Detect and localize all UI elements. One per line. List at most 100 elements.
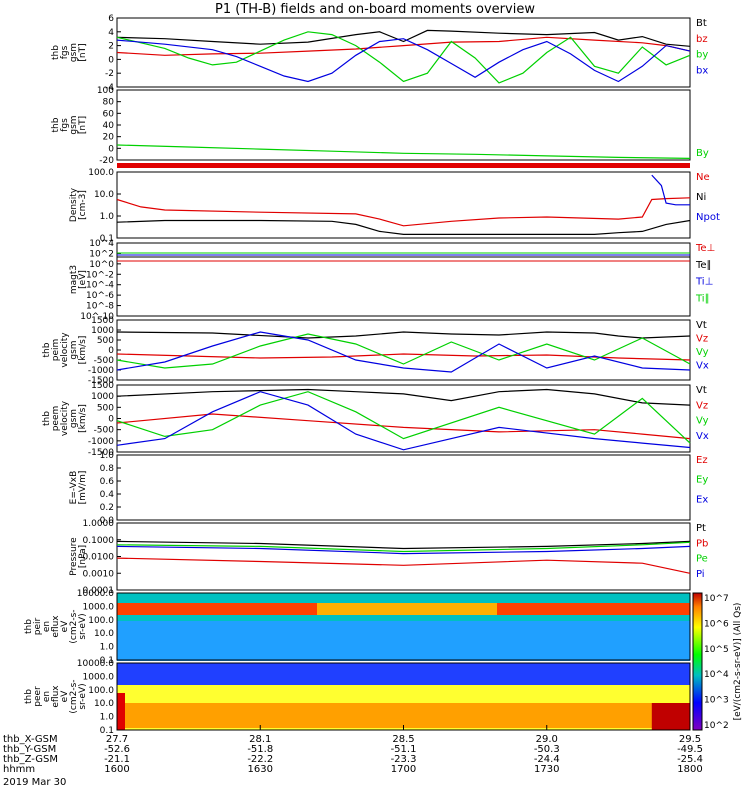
legend-entry: Pi xyxy=(696,569,705,580)
x-axis-row-label: thb_X-GSM xyxy=(3,734,58,745)
y-axis-label: velocity xyxy=(60,400,70,436)
peir-spectrogram-frame xyxy=(116,592,691,661)
y-tick-label: 10000.0 xyxy=(77,659,114,669)
y-tick-label: 10^0 xyxy=(89,260,114,270)
y-axis-label: [km/s] xyxy=(78,336,88,365)
y-tick-label: 1500 xyxy=(91,381,114,391)
series-line xyxy=(116,353,691,361)
legend-entry: Ex xyxy=(696,494,708,505)
y-tick-label: 1.0 xyxy=(100,451,115,461)
pressure-panel-frame xyxy=(116,522,691,591)
x-axis-value: 1700 xyxy=(391,764,416,775)
colorbar-tick: 10^4 xyxy=(704,670,729,680)
date-label: 2019 Mar 30 xyxy=(3,777,66,788)
y-tick-label: 0.8 xyxy=(100,464,115,474)
y-tick-label: 10^-8 xyxy=(86,302,114,312)
y-axis-label: thb xyxy=(42,411,52,426)
y-tick-label: 80 xyxy=(103,98,115,108)
y-axis-label: [cm-3] xyxy=(78,190,88,220)
y-tick-label: 0.0001 xyxy=(83,586,115,596)
y-tick-label: -1500 xyxy=(88,376,114,386)
x-axis-value: -51.1 xyxy=(391,744,417,755)
y-tick-label: 1.0 xyxy=(100,643,115,653)
x-axis-value: 1800 xyxy=(677,764,702,775)
y-tick-label: 10^-10 xyxy=(80,312,114,322)
x-axis-value: -22.2 xyxy=(247,754,273,765)
y-tick-label: 1000.0 xyxy=(83,602,115,612)
legend-entry: Vx xyxy=(696,431,709,442)
series-line xyxy=(116,545,691,555)
x-axis-value: -52.6 xyxy=(104,744,130,755)
y-axis-label: peem xyxy=(51,406,61,432)
y-tick-label: 0.6 xyxy=(100,477,115,487)
legend-entry: Vz xyxy=(696,334,708,345)
y-tick-label: -4 xyxy=(105,83,114,93)
y-axis-label: thb xyxy=(51,117,61,132)
y-tick-label: 1.0 xyxy=(100,212,115,222)
legend-entry: Vz xyxy=(696,400,708,411)
y-axis-label: Density xyxy=(69,187,79,222)
y-tick-label: 1000.0 xyxy=(83,672,115,682)
y-tick-label: 0.1 xyxy=(100,726,114,736)
y-axis-label: [eV] xyxy=(78,270,88,289)
efield-panel-frame xyxy=(116,454,691,521)
x-axis-value: 1600 xyxy=(104,764,129,775)
x-axis-value: 29.0 xyxy=(536,734,558,745)
y-tick-label: 1.0 xyxy=(100,713,115,723)
x-axis-value: -51.8 xyxy=(247,744,273,755)
y-tick-label: 0 xyxy=(108,415,114,425)
legend-entry: bx xyxy=(696,65,708,76)
series-line xyxy=(116,144,691,159)
x-axis-row-label: thb_Z-GSM xyxy=(3,754,58,765)
y-tick-label: 0.0010 xyxy=(83,569,115,579)
colorbar-tick: 10^5 xyxy=(704,645,729,655)
x-axis-value: -21.1 xyxy=(104,754,130,765)
y-axis-label: eflux xyxy=(51,615,61,638)
y-tick-label: 10.0 xyxy=(94,699,114,709)
x-axis-value: -50.3 xyxy=(534,744,560,755)
y-axis-label: magt3 xyxy=(69,265,79,294)
legend-entry: Ey xyxy=(696,475,708,486)
x-axis-row-label: hhmm xyxy=(3,764,35,775)
x-axis-value: 1630 xyxy=(248,764,273,775)
y-axis-label: sr-eV) xyxy=(78,613,88,639)
x-axis-value: 1730 xyxy=(534,764,559,775)
y-tick-label: 1000 xyxy=(91,392,114,402)
legend-entry: Te⊥ xyxy=(695,243,715,254)
legend-entry: By xyxy=(696,148,709,159)
legend-entry: Ti∥ xyxy=(695,293,710,304)
electron-energy-band xyxy=(651,703,690,730)
ion-energy-band xyxy=(117,621,690,661)
y-tick-label: 0.0 xyxy=(100,516,115,526)
y-axis-label: thb xyxy=(42,342,52,357)
legend-entry: bz xyxy=(696,34,708,45)
y-axis-label: eflux xyxy=(51,685,61,708)
legend-entry: Npot xyxy=(696,212,720,223)
y-tick-label: 0.2 xyxy=(100,503,114,513)
series-line xyxy=(116,391,691,451)
series-line xyxy=(116,413,691,440)
y-tick-label: -500 xyxy=(94,356,115,366)
legend-entry: Vy xyxy=(696,416,709,427)
chart-title: P1 (TH-B) fields and on-board moments ov… xyxy=(215,2,535,17)
legend-entry: by xyxy=(696,50,708,61)
colorbar-tick: 10^6 xyxy=(704,619,729,629)
x-axis-value: -23.3 xyxy=(391,754,417,765)
x-axis-value: -49.5 xyxy=(677,744,703,755)
fgs-bt-panel-frame xyxy=(116,17,691,88)
x-axis-value: 27.7 xyxy=(106,734,128,745)
series-line xyxy=(116,541,691,553)
legend-entry: Vt xyxy=(696,385,707,396)
series-line xyxy=(116,36,691,56)
y-tick-label: 1500 xyxy=(91,316,114,326)
y-tick-label: 10.0 xyxy=(94,629,114,639)
y-tick-label: 10.0 xyxy=(94,190,114,200)
series-line xyxy=(116,391,691,444)
colorbar-tick: 10^2 xyxy=(704,721,729,731)
y-tick-label: -1000 xyxy=(88,437,114,447)
y-tick-label: -1500 xyxy=(88,448,114,458)
series-line xyxy=(116,333,691,369)
x-axis-row-label: thb_Y-GSM xyxy=(3,744,56,755)
electron-energy-band xyxy=(117,703,690,728)
